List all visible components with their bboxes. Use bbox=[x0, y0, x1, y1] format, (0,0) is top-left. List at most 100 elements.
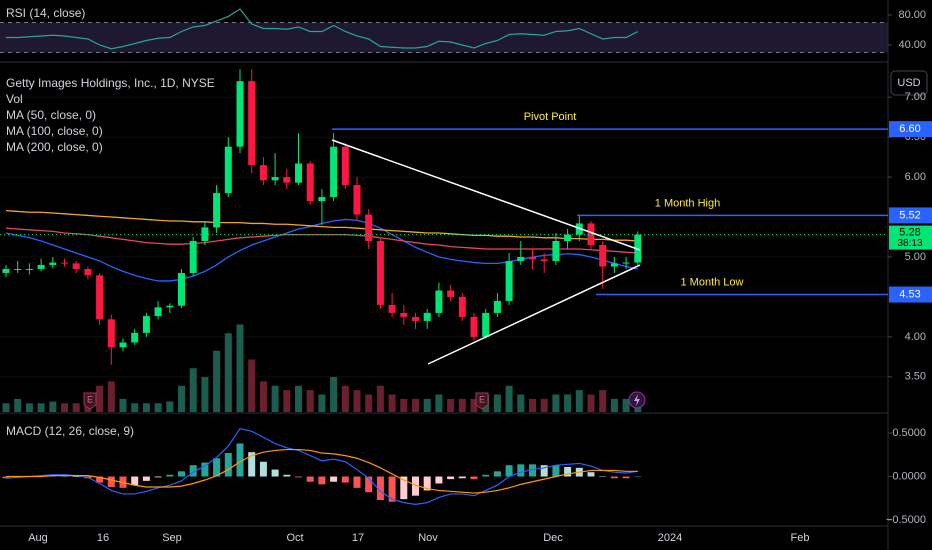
y-tick-label: 3.50 bbox=[905, 371, 926, 383]
candle-body bbox=[388, 304, 396, 313]
volume-bar bbox=[540, 398, 548, 412]
level-label: 4.53 bbox=[899, 288, 920, 300]
candle-body bbox=[49, 262, 57, 265]
candle-body bbox=[84, 268, 92, 276]
legend-entry: MA (50, close, 0) bbox=[6, 108, 96, 122]
histogram-bar bbox=[540, 465, 548, 477]
y-tick-label: −0.5000 bbox=[886, 514, 926, 526]
level-name: 1 Month High bbox=[655, 197, 720, 209]
trendline bbox=[331, 139, 641, 251]
volume-bar bbox=[2, 403, 10, 412]
volume-bar bbox=[14, 398, 22, 412]
volume-bar bbox=[599, 390, 607, 412]
candle-body bbox=[154, 307, 162, 317]
volume-bar bbox=[423, 398, 431, 412]
histogram-bar bbox=[634, 476, 642, 478]
volume-bar bbox=[493, 394, 501, 412]
volume-bar bbox=[154, 403, 162, 412]
histogram-bar bbox=[213, 458, 221, 477]
candle-body bbox=[505, 260, 513, 301]
histogram-bar bbox=[330, 476, 338, 482]
level-label-box bbox=[889, 207, 932, 224]
candle-body bbox=[376, 240, 384, 305]
histogram-bar bbox=[72, 476, 80, 478]
earnings-icon: E bbox=[83, 392, 97, 410]
candle-body bbox=[365, 214, 373, 241]
candle-body bbox=[529, 256, 536, 260]
histogram-bar bbox=[587, 472, 595, 477]
candle-body bbox=[283, 177, 291, 183]
histogram-bar bbox=[599, 476, 607, 478]
candle-body bbox=[610, 263, 618, 267]
volume-bar bbox=[259, 381, 267, 412]
candle-body bbox=[330, 146, 338, 198]
volume-bar bbox=[376, 385, 384, 412]
histogram-bar bbox=[493, 471, 501, 477]
volume-bar bbox=[447, 398, 455, 412]
x-tick-label: 2024 bbox=[658, 532, 682, 544]
histogram-bar bbox=[131, 476, 139, 486]
line bbox=[6, 8, 639, 50]
svg-text:E: E bbox=[87, 394, 93, 404]
earnings-icon: E bbox=[475, 392, 489, 410]
currency-button[interactable]: USD bbox=[890, 70, 928, 96]
volume-bar bbox=[587, 394, 595, 412]
histogram-bar bbox=[96, 476, 104, 483]
volume-bar bbox=[505, 385, 513, 412]
histogram-bar bbox=[189, 465, 197, 477]
legend-entry: MA (100, close, 0) bbox=[6, 124, 103, 138]
trendline bbox=[427, 264, 641, 365]
currency[interactable]: USD bbox=[897, 77, 920, 89]
volume-bar bbox=[318, 394, 326, 412]
volume-bar bbox=[435, 394, 443, 412]
volume-bar bbox=[575, 390, 583, 412]
histogram-bar bbox=[271, 469, 279, 477]
histogram-bar bbox=[201, 462, 209, 477]
histogram-bar bbox=[435, 476, 443, 484]
candle-body bbox=[353, 185, 361, 215]
candle-body bbox=[599, 244, 607, 267]
candle-body bbox=[142, 316, 150, 333]
candle-body bbox=[458, 296, 466, 317]
histogram-bar bbox=[341, 476, 349, 483]
histogram-bar bbox=[622, 476, 630, 479]
histogram-bar bbox=[166, 474, 174, 477]
volume-bar bbox=[306, 390, 314, 412]
volume-bar bbox=[131, 403, 139, 412]
candle-body bbox=[400, 312, 408, 317]
volume-bar bbox=[295, 385, 302, 412]
volume-bar bbox=[224, 333, 232, 412]
line bbox=[6, 448, 638, 494]
candle-body bbox=[540, 259, 548, 261]
candle-body bbox=[341, 146, 349, 186]
histogram-bar bbox=[2, 476, 10, 479]
last-price-label: 5.28 bbox=[899, 227, 920, 239]
candle-body bbox=[587, 223, 595, 245]
volume-bar bbox=[142, 403, 150, 412]
volume-bar bbox=[610, 398, 618, 412]
volume-bar bbox=[458, 398, 466, 412]
candle-body bbox=[470, 316, 478, 337]
volume-bar bbox=[72, 403, 80, 412]
volume-bar bbox=[271, 385, 279, 412]
volume-bar bbox=[166, 401, 174, 412]
histogram-bar bbox=[423, 476, 431, 491]
candle-body bbox=[107, 319, 115, 348]
candle-body bbox=[178, 272, 185, 306]
candle-body bbox=[236, 81, 244, 147]
histogram-bar bbox=[353, 476, 361, 488]
volume-bar bbox=[412, 398, 419, 412]
histogram-bar bbox=[178, 471, 185, 477]
candle-body bbox=[14, 268, 22, 270]
x-tick-label: Nov bbox=[418, 532, 438, 544]
candle-body bbox=[189, 240, 197, 273]
rsi-band bbox=[0, 22, 888, 53]
volume-bar bbox=[365, 394, 373, 412]
volume-bar bbox=[49, 401, 57, 412]
histogram-bar bbox=[412, 476, 419, 496]
volume-bar bbox=[353, 390, 361, 412]
level-label-box bbox=[889, 286, 932, 303]
